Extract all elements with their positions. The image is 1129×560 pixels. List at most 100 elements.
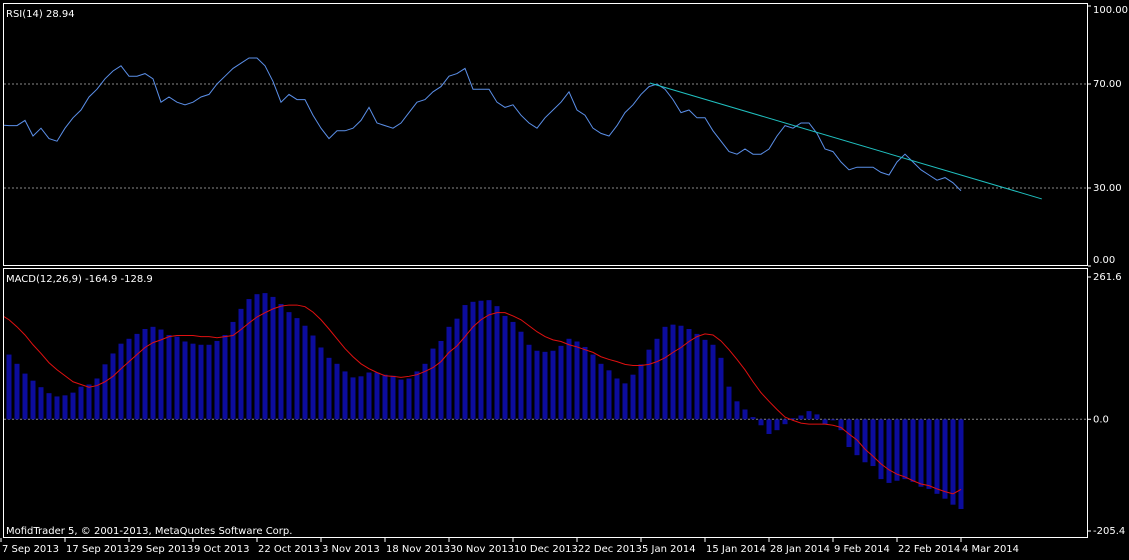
- x-tick-label: 17 Sep 2013: [66, 544, 129, 555]
- histogram-bar: [22, 373, 28, 420]
- histogram-bar: [614, 378, 620, 420]
- histogram-bar: [782, 419, 788, 425]
- histogram-bar: [190, 343, 196, 420]
- histogram-bar: [166, 334, 172, 420]
- histogram-bar: [910, 419, 916, 482]
- histogram-bar: [342, 371, 348, 420]
- histogram-bar: [502, 315, 508, 420]
- histogram-bar: [662, 326, 668, 420]
- histogram-bar: [358, 376, 364, 420]
- histogram-bar: [118, 343, 124, 420]
- rsi-plot: [4, 57, 1087, 200]
- histogram-bar: [886, 419, 892, 483]
- histogram-bar: [462, 305, 468, 420]
- histogram-bar: [110, 353, 116, 420]
- histogram-bar: [486, 300, 492, 420]
- histogram-bar: [222, 334, 228, 420]
- histogram-bar: [638, 364, 644, 420]
- histogram-bar: [942, 419, 948, 499]
- y-tick-label: 0.0: [1093, 414, 1109, 425]
- histogram-bar: [0, 350, 4, 420]
- histogram-bar: [894, 419, 900, 481]
- histogram-bar: [774, 419, 780, 431]
- histogram-bar: [318, 347, 324, 420]
- histogram-bar: [54, 396, 60, 420]
- x-tick-label: 22 Oct 2013: [258, 544, 320, 555]
- histogram-bar: [238, 308, 244, 420]
- histogram-bar: [270, 296, 276, 420]
- x-tick-label: 10 Dec 2013: [514, 544, 578, 555]
- histogram-bar: [854, 419, 860, 456]
- histogram-bar: [806, 411, 812, 420]
- histogram-bar: [918, 419, 924, 487]
- histogram-bar: [382, 374, 388, 420]
- histogram-bar: [294, 318, 300, 420]
- histogram-bar: [950, 419, 956, 505]
- histogram-bar: [694, 333, 700, 420]
- histogram-bar: [46, 393, 52, 420]
- histogram-bar: [830, 419, 836, 421]
- histogram-bar: [374, 372, 380, 420]
- histogram-bar: [574, 341, 580, 420]
- x-tick-label: 18 Nov 2013: [386, 544, 450, 555]
- signal-line: [4, 304, 962, 495]
- histogram-bar: [134, 333, 140, 420]
- histogram-bar: [686, 328, 692, 420]
- x-tick-label: 3 Nov 2013: [322, 544, 380, 555]
- histogram-bar: [590, 354, 596, 420]
- x-tick-label: 29 Sep 2013: [130, 544, 193, 555]
- histogram-bar: [38, 387, 44, 420]
- histogram-bar: [422, 363, 428, 420]
- histogram-bar: [78, 386, 84, 420]
- histogram-bar: [198, 344, 204, 420]
- histogram-bar: [934, 419, 940, 494]
- histogram-bar: [790, 418, 796, 420]
- histogram-bar: [182, 341, 188, 420]
- histogram-bar: [246, 299, 252, 420]
- histogram-bar: [670, 324, 676, 420]
- histogram-bar: [542, 351, 548, 420]
- histogram-bar: [622, 383, 628, 420]
- histogram-bar: [350, 377, 356, 420]
- histogram-bar: [606, 370, 612, 420]
- histogram-bar: [366, 372, 372, 420]
- histogram-bar: [414, 371, 420, 420]
- histogram-bar: [62, 395, 68, 420]
- histogram-bar: [710, 344, 716, 420]
- histogram-bar: [214, 340, 220, 420]
- x-tick-label: 9 Feb 2014: [834, 544, 890, 555]
- y-tick-label: 70.00: [1093, 79, 1122, 90]
- histogram-bar: [70, 392, 76, 420]
- histogram-bar: [798, 415, 804, 420]
- histogram-bar: [150, 326, 156, 420]
- histogram-bar: [566, 338, 572, 420]
- histogram-bar: [846, 419, 852, 448]
- histogram-bar: [630, 374, 636, 420]
- histogram-bar: [902, 419, 908, 480]
- copyright: MofidTrader 5, © 2001-2013, MetaQuotes S…: [6, 526, 292, 537]
- histogram-bar: [30, 380, 36, 420]
- histogram-bar: [438, 340, 444, 420]
- histogram-bar: [126, 338, 132, 420]
- x-tick-label: 5 Jan 2014: [642, 544, 696, 555]
- histogram-bar: [734, 401, 740, 420]
- histogram-bar: [750, 417, 756, 420]
- histogram-bar: [174, 336, 180, 420]
- rsi-title: RSI(14) 28.94: [6, 9, 75, 20]
- histogram-bar: [478, 300, 484, 420]
- histogram-bar: [550, 350, 556, 420]
- histogram-bar: [838, 419, 844, 431]
- histogram-bar: [878, 419, 884, 480]
- histogram-bar: [526, 344, 532, 420]
- histogram-bar: [6, 354, 12, 420]
- trendline: [649, 82, 1042, 200]
- histogram-bar: [446, 326, 452, 420]
- x-tick-label: 7 Sep 2013: [2, 544, 59, 555]
- histogram-bar: [598, 363, 604, 420]
- histogram-bar: [326, 357, 332, 420]
- histogram-bar: [206, 344, 212, 420]
- histogram-bar: [86, 384, 92, 420]
- x-tick-label: 22 Feb 2014: [898, 544, 960, 555]
- histogram-bar: [718, 357, 724, 420]
